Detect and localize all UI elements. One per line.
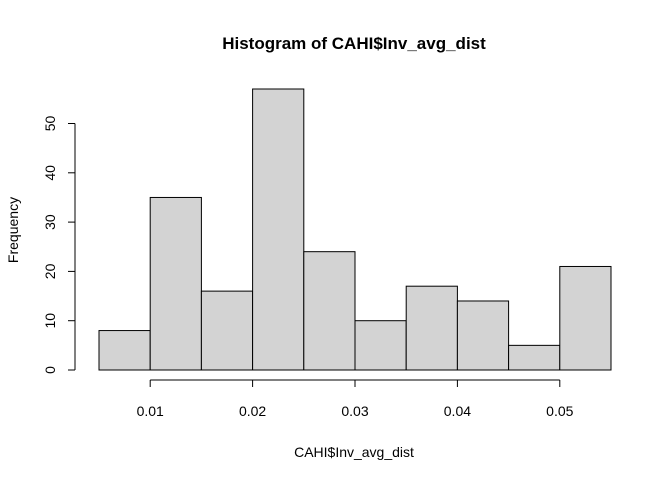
y-axis-label: Frequency <box>5 197 21 263</box>
histogram-bar-2 <box>149 196 202 371</box>
x-tick-label: 0.01 <box>137 403 164 419</box>
y-axis: 0 10 20 30 40 50 <box>42 116 76 374</box>
histogram-bar-1 <box>98 330 151 371</box>
histogram-bar-4 <box>252 88 305 371</box>
histogram-bar-3 <box>200 290 254 371</box>
x-axis: 0.01 0.02 0.03 0.04 0.05 <box>137 379 574 419</box>
y-tick-label: 30 <box>42 214 58 230</box>
histogram-bar-7 <box>405 285 458 371</box>
histogram-bar-5 <box>303 251 356 371</box>
histogram-bar-10 <box>559 265 612 371</box>
histogram-bar-8 <box>456 300 510 371</box>
x-axis-label: CAHI$Inv_avg_dist <box>294 444 414 460</box>
y-tick-label: 40 <box>42 165 58 181</box>
y-tick-label: 0 <box>42 366 58 374</box>
histogram-bar-9 <box>508 344 561 371</box>
bars-group <box>98 88 612 371</box>
x-tick-label: 0.04 <box>444 403 471 419</box>
histogram-bar-6 <box>354 320 407 371</box>
x-tick-label: 0.02 <box>239 403 266 419</box>
chart-title: Histogram of CAHI$Inv_avg_dist <box>222 34 486 53</box>
x-tick-label: 0.03 <box>341 403 368 419</box>
y-tick-label: 50 <box>42 116 58 132</box>
y-tick-label: 10 <box>42 313 58 329</box>
y-tick-label: 20 <box>42 263 58 279</box>
x-tick-label: 0.05 <box>546 403 573 419</box>
